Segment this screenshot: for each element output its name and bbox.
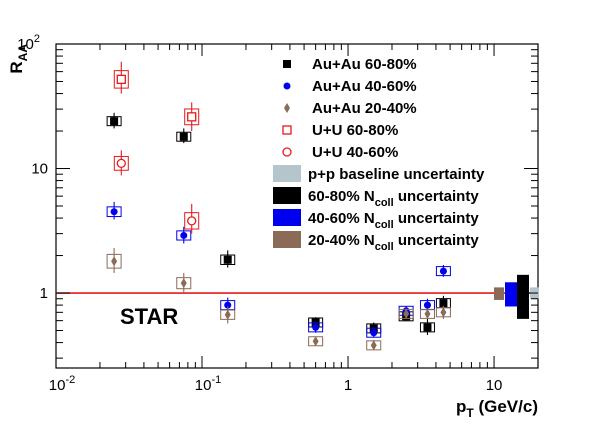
y-tick-label: 1 <box>40 285 48 302</box>
y-tick-label: 102 <box>17 33 40 53</box>
data-point <box>187 216 197 226</box>
data-point <box>179 132 188 141</box>
legend-marker <box>282 147 292 157</box>
legend-label: Au+Au 40-60% <box>312 78 417 95</box>
data-point <box>403 308 410 319</box>
sys-box <box>106 116 122 127</box>
data-point <box>312 323 320 331</box>
legend-marker <box>282 125 292 135</box>
data-point <box>116 74 126 85</box>
legend-marker <box>283 82 291 90</box>
legend-label: 20-40% Ncoll uncertainty <box>308 232 479 253</box>
legend-label: 40-60% Ncoll uncertainty <box>308 210 479 231</box>
uncertainty-box <box>517 274 529 319</box>
data-point <box>439 299 448 308</box>
x-tick-label: 10-2 <box>49 374 75 394</box>
data-point <box>180 231 188 239</box>
star-label: STAR <box>120 304 178 329</box>
legend-label: U+U 40-60% <box>312 144 398 161</box>
legend-label: Au+Au 60-80% <box>312 56 417 73</box>
uncertainty-box <box>505 282 517 307</box>
legend-label: U+U 60-80% <box>312 122 398 139</box>
data-point <box>110 117 119 126</box>
data-point <box>224 309 231 320</box>
data-point <box>116 158 126 169</box>
sys-box <box>308 322 324 333</box>
data-point <box>111 256 118 267</box>
data-point <box>110 208 118 216</box>
legend-swatch <box>273 165 301 182</box>
legend-swatch <box>273 209 301 226</box>
data-point <box>180 278 187 289</box>
legend-marker <box>283 60 291 68</box>
legend-label: Au+Au 20-40% <box>312 100 417 117</box>
legend-swatch <box>273 231 301 248</box>
legend-label: 60-80% Ncoll uncertainty <box>308 188 479 209</box>
data-point <box>224 301 232 309</box>
data-point <box>312 336 319 347</box>
legend-label: p+p baseline uncertainty <box>308 166 485 183</box>
uncertainty-box <box>494 287 504 300</box>
sys-box <box>176 277 192 290</box>
data-point <box>370 329 378 337</box>
sys-box <box>419 322 435 333</box>
sys-box <box>184 212 200 230</box>
y-axis-title: RAA <box>7 44 30 74</box>
y-tick-label: 10 <box>31 161 48 178</box>
data-point <box>223 255 232 264</box>
data-point <box>370 340 377 351</box>
data-point <box>439 267 447 275</box>
x-tick-label: 1 <box>344 377 352 394</box>
sys-box <box>435 266 451 277</box>
sys-box <box>220 254 236 266</box>
sys-box <box>106 253 122 269</box>
sys-box <box>184 108 200 126</box>
sys-box <box>176 131 192 142</box>
sys-box <box>106 206 122 218</box>
sys-box <box>113 70 129 89</box>
sys-box <box>113 155 129 171</box>
data-point <box>424 308 431 319</box>
legend-swatch <box>273 187 301 204</box>
data-point <box>440 307 447 318</box>
data-point <box>423 323 432 332</box>
sys-box <box>176 230 192 241</box>
x-tick-label: 10-1 <box>195 374 221 394</box>
data-point <box>423 301 431 309</box>
x-axis-title: pT (GeV/c) <box>456 397 538 420</box>
legend-marker <box>284 103 290 113</box>
sys-box <box>366 327 382 338</box>
x-tick-label: 10 <box>486 377 503 394</box>
data-point <box>187 112 197 122</box>
